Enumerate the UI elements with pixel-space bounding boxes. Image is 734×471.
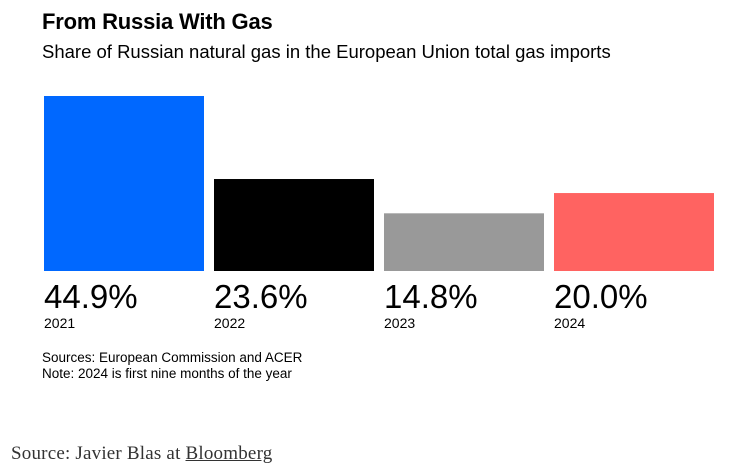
source-credit: Source: Javier Blas at Bloomberg <box>11 443 272 465</box>
bar-2023 <box>384 213 544 271</box>
category-label-2024: 2024 <box>554 315 585 331</box>
bar-2022 <box>214 179 374 271</box>
bloomberg-link[interactable]: Bloomberg <box>185 443 273 464</box>
bar-chart: 44.9%2021 23.6%2022 14.8%2023 20.0%2024 <box>44 96 714 331</box>
value-label-2021: 44.9% <box>44 278 138 315</box>
chart-notes: Sources: European Commission and ACER No… <box>42 350 302 382</box>
footnote: Note: 2024 is first nine months of the y… <box>42 366 292 381</box>
value-label-2022: 23.6% <box>214 278 308 315</box>
chart-subtitle: Share of Russian natural gas in the Euro… <box>42 41 611 62</box>
category-label-2022: 2022 <box>214 315 245 331</box>
chart-title: From Russia With Gas <box>42 9 273 34</box>
category-label-2023: 2023 <box>384 315 415 331</box>
value-label-2024: 20.0% <box>554 278 648 315</box>
value-label-2023: 14.8% <box>384 278 478 315</box>
sources-note: Sources: European Commission and ACER <box>42 350 303 365</box>
source-credit-text: Source: Javier Blas at <box>11 443 181 464</box>
category-label-2021: 2021 <box>44 315 75 331</box>
bar-2024 <box>554 193 714 271</box>
bar-2021 <box>44 96 204 271</box>
